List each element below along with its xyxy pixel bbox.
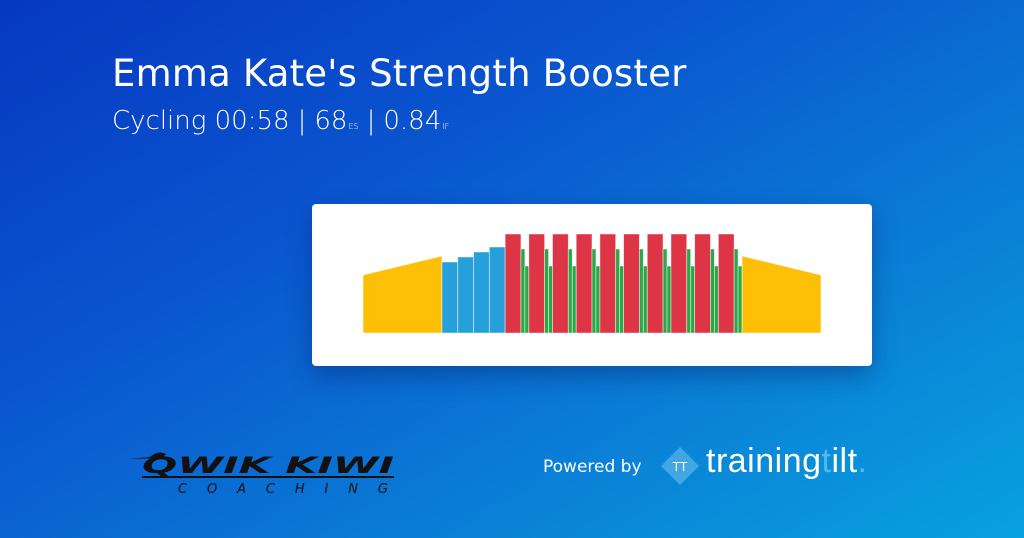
segment-recovery (548, 265, 553, 334)
if-value: 0.84 (383, 106, 442, 136)
segment-interval (599, 233, 617, 334)
segment-recovery (544, 248, 549, 334)
segment-warmup (741, 255, 822, 334)
workout-chart-card (312, 204, 872, 366)
segment-recovery (733, 248, 739, 334)
segment-interval (575, 233, 593, 334)
segment-recovery (524, 265, 530, 334)
segment-interval (646, 233, 664, 334)
segment-recovery (638, 248, 644, 334)
segment-endurance (457, 256, 474, 334)
segment-recovery (713, 265, 719, 334)
trainingtilt-wordmark: trainingtilt. (706, 442, 868, 480)
sport: Cycling (112, 106, 207, 136)
segment-interval (670, 233, 688, 334)
segment-recovery (567, 248, 573, 334)
segment-recovery (595, 265, 601, 334)
svg-text:TT: TT (672, 460, 688, 474)
segment-recovery (710, 248, 715, 334)
trainingtilt-logo-mark: TT (661, 447, 699, 485)
segment-interval (623, 233, 640, 334)
separator: | (366, 106, 376, 136)
svg-text:QWIK KIWI: QWIK KIWI (142, 454, 394, 479)
segment-recovery (662, 248, 668, 334)
segment-recovery (571, 265, 577, 334)
segment-interval (552, 233, 569, 334)
separator: | (297, 106, 307, 136)
segment-interval (694, 233, 711, 334)
svg-text:COACHING: COACHING (178, 482, 388, 496)
segment-interval (528, 233, 546, 334)
segment-recovery (737, 265, 743, 334)
if-label: IF (442, 122, 450, 131)
segment-recovery (520, 248, 526, 334)
segment-warmup (362, 255, 443, 334)
powered-by-label: Powered by (543, 457, 642, 477)
segment-endurance (488, 246, 506, 334)
segment-recovery (591, 248, 597, 334)
qwik-kiwi-coaching-logo: QWIK KIWI COACHING (130, 452, 394, 496)
duration: 00:58 (214, 106, 290, 136)
workout-title: Emma Kate's Strength Booster (112, 52, 687, 95)
segment-recovery (686, 248, 692, 334)
workout-chart (362, 233, 822, 334)
es-value: 68 (314, 106, 348, 136)
segment-recovery (619, 265, 624, 334)
workout-summary: Cycling 00:58 | 68ES | 0.84IF (112, 106, 449, 136)
segment-endurance (441, 261, 459, 334)
segment-recovery (690, 265, 696, 334)
segment-recovery (642, 265, 648, 334)
segment-interval (717, 233, 735, 334)
segment-recovery (666, 265, 672, 334)
segment-endurance (473, 251, 490, 334)
segment-interval (504, 233, 522, 334)
es-label: ES (348, 122, 359, 131)
segment-recovery (615, 248, 621, 334)
